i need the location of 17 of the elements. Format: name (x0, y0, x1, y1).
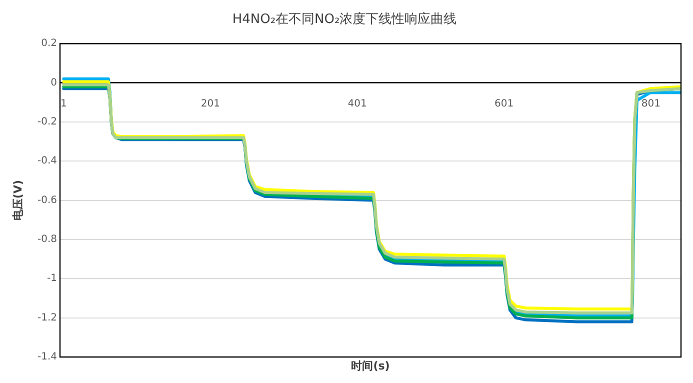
x-tick-label: 1 (60, 98, 67, 110)
y-tick-label: 0 (50, 77, 57, 88)
x-tick-label: 201 (200, 98, 220, 110)
y-tick-label: 0.2 (41, 38, 57, 50)
y-tick-label: -1 (47, 273, 57, 284)
x-axis-title: 时间(s) (351, 359, 390, 372)
y-tick-label: -0.4 (37, 156, 57, 167)
x-tick-label: 401 (348, 98, 367, 110)
x-tick-label: 801 (641, 98, 660, 110)
y-tick-label: -1.4 (37, 352, 57, 363)
y-tick-label: -0.8 (37, 234, 57, 246)
y-axis-title: 电压(V) (11, 180, 24, 221)
chart-title: H4NO₂在不同NO₂浓度下线性响应曲线 (232, 11, 457, 28)
y-tick-label: -0.2 (37, 116, 57, 128)
y-tick-label: -1.2 (37, 312, 57, 324)
y-tick-label: -0.6 (37, 194, 57, 206)
x-tick-label: 601 (494, 98, 514, 110)
